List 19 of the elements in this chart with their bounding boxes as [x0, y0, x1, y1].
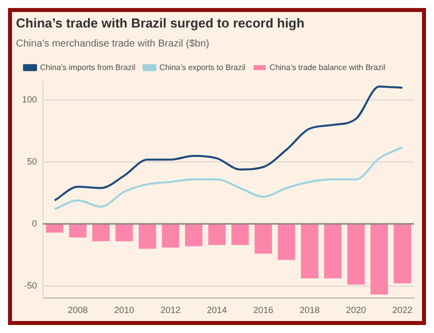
x-tick-label: 2016 [253, 305, 274, 316]
x-tick-label: 2022 [392, 305, 412, 316]
x-tick-label: 2008 [68, 305, 88, 316]
y-tick-label: -50 [24, 280, 38, 290]
legend-label: China’s trade balance with Brazil [270, 62, 386, 72]
x-tick-label: 2018 [300, 305, 320, 316]
x-tick-label: 2020 [346, 305, 366, 316]
y-tick-label: 50 [27, 156, 38, 167]
x-tick-label: 2010 [114, 305, 134, 316]
legend-label: China’s exports to Brazil [159, 62, 246, 72]
chart-title: China’s trade with Brazil surged to record high [16, 15, 305, 30]
line-series [54, 146, 404, 210]
x-tick-label: 2012 [160, 305, 181, 316]
line-series [54, 86, 404, 202]
y-tick-label: 100 [22, 94, 38, 105]
x-tick-label: 2014 [206, 305, 227, 316]
legend-label: China’s imports from Brazil [40, 62, 136, 72]
chart-subtitle: China’s merchandise trade with Brazil ($bn) [16, 38, 210, 50]
y-tick-label: 0 [32, 218, 38, 228]
